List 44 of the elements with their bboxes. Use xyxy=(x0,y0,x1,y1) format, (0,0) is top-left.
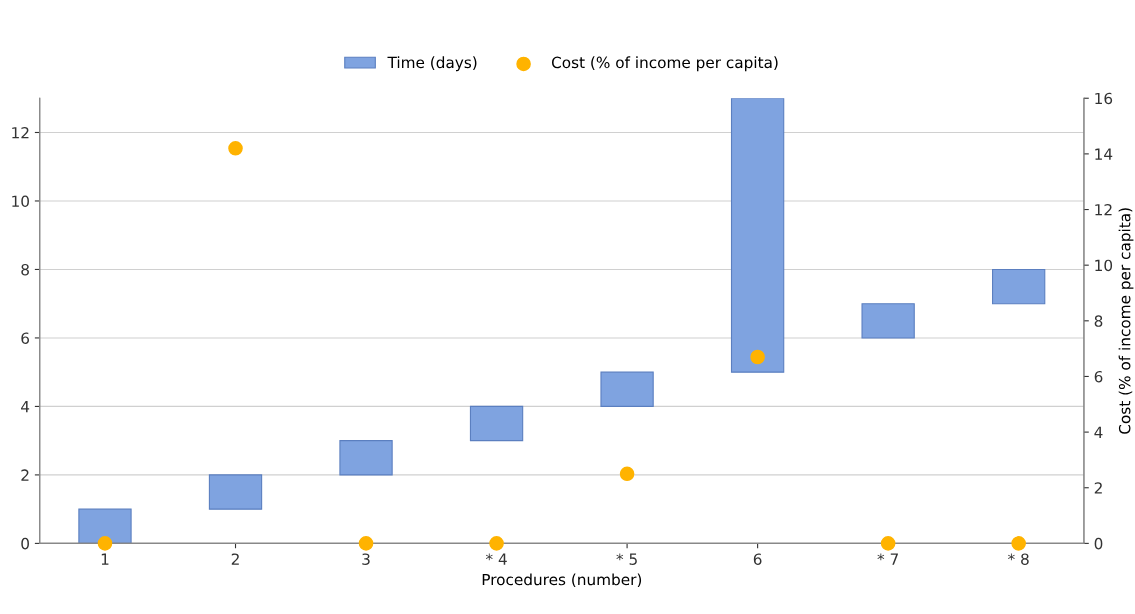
bar xyxy=(208,474,263,510)
y-tick-label: 4 xyxy=(21,401,30,413)
y-tick-label: 2 xyxy=(21,469,29,481)
x-axis-title: Procedures (number) xyxy=(482,573,642,588)
y2-tick-label: 2 xyxy=(1094,482,1102,494)
point xyxy=(97,536,113,551)
bar xyxy=(78,508,132,544)
y2-tick-label: 14 xyxy=(1095,148,1113,160)
bar xyxy=(469,405,524,442)
y-tick-label: 12 xyxy=(12,126,29,139)
y2-axis-title: Cost (% of income per capita) xyxy=(1118,208,1134,434)
bar xyxy=(339,440,393,476)
x-tick-label: 6 xyxy=(753,553,762,565)
x-tick-label: * 8 xyxy=(1008,553,1029,565)
y2-tick-label: 0 xyxy=(1094,537,1103,550)
point xyxy=(228,141,243,156)
y-tick-label: 6 xyxy=(21,332,30,344)
y2-tick-label: 12 xyxy=(1095,203,1112,216)
x-tick-label: 3 xyxy=(362,553,370,565)
x-tick-label: * 5 xyxy=(616,553,637,565)
x-tick-label: * 7 xyxy=(877,553,898,565)
y2-tick-label: 4 xyxy=(1094,426,1103,438)
x-tick-label: 2 xyxy=(231,553,239,565)
y-tick-label: 0 xyxy=(21,537,29,550)
y2-tick-label: 16 xyxy=(1095,92,1113,105)
point xyxy=(1011,536,1026,551)
y2-tick-label: 6 xyxy=(1094,370,1103,383)
bar xyxy=(861,303,915,339)
y-tick-label: 10 xyxy=(12,195,29,207)
bar xyxy=(992,268,1046,305)
point xyxy=(358,536,374,551)
legend-label: Cost (% of income per capita) xyxy=(551,56,778,72)
point xyxy=(489,536,504,551)
legend-label: Time (days) xyxy=(387,56,477,72)
point xyxy=(750,349,765,365)
x-tick-label: 1 xyxy=(101,553,109,565)
y-tick-label: 8 xyxy=(21,263,29,276)
bar xyxy=(730,98,785,373)
point xyxy=(619,466,635,482)
x-tick-label: * 4 xyxy=(485,553,507,565)
y2-tick-label: 10 xyxy=(1095,259,1113,272)
bar xyxy=(600,371,654,407)
point xyxy=(880,536,896,551)
y2-tick-label: 8 xyxy=(1094,315,1103,327)
